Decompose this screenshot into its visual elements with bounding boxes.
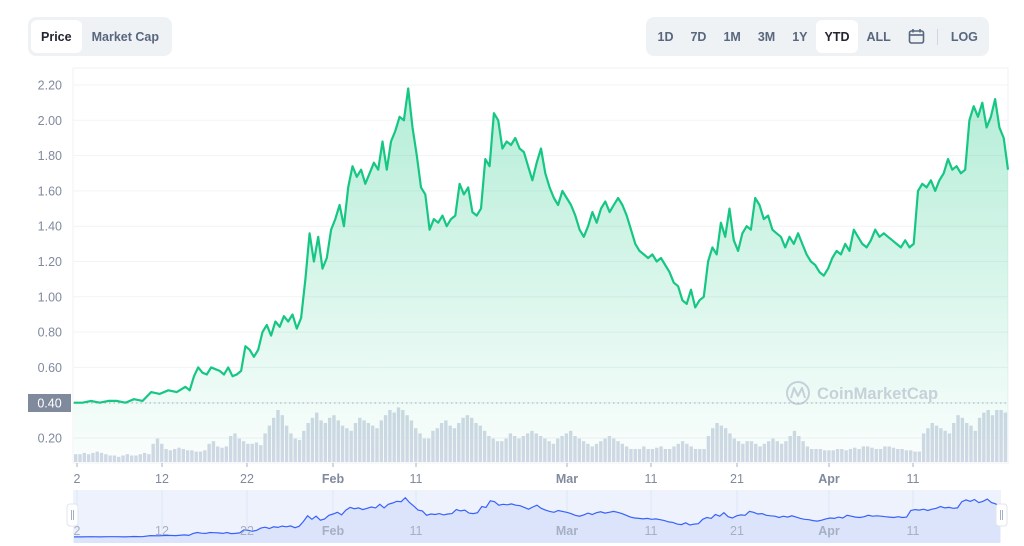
y-tick-label: 1.40 [38,220,62,234]
x-tick-label: 2 [74,472,81,486]
y-tick-label: 1.60 [38,184,62,198]
price-line [74,87,1010,404]
y-tick-label: 0.20 [38,432,62,446]
range-all-button[interactable]: ALL [866,29,891,44]
y-tick-label: 1.20 [38,255,62,269]
log-scale-button[interactable]: LOG [950,29,978,44]
x-axis: 2 12 22 Feb 11 Mar 11 21 Apr 11 [74,463,920,486]
x-tick-label: 21 [730,472,744,486]
navigator[interactable]: 2 12 22 Feb 11 Mar 11 21 Apr 11 [66,490,1008,543]
toolbar-divider [937,28,939,45]
x-tick-label: 12 [155,472,169,486]
y-tick-label: 1.80 [38,149,62,163]
x-tick-label: 11 [907,472,920,486]
navigator-tick-label: Feb [322,524,345,538]
range-7d-button[interactable]: 7D [690,29,707,44]
navigator-tick-label: 2 [74,524,81,538]
x-tick-label: 22 [240,472,254,486]
x-tick-label: 11 [645,472,658,486]
range-ytd-button[interactable]: YTD [816,20,859,53]
navigator-tick-label: 21 [730,524,744,538]
calendar-icon [908,29,925,44]
y-tick-label: 0.60 [38,361,62,375]
navigator-right-handle[interactable] [995,503,1008,527]
range-1m-button[interactable]: 1M [723,29,741,44]
x-tick-label: Apr [818,472,840,486]
watermark-text: CoinMarketCap [817,385,938,403]
y-axis-labels: 2.20 2.00 1.80 1.60 1.40 1.20 1.00 0.80 0.60 0.20 [38,79,62,446]
navigator-tick-label: Mar [556,524,578,538]
navigator-tick-label: 22 [240,524,254,538]
x-tick-label: Feb [322,472,345,486]
y-tick-label: 2.00 [38,114,62,128]
navigator-tick-label: Apr [818,524,840,538]
price-area [74,88,1008,462]
current-price-marker: 0.40 [28,394,71,412]
chart-type-toggle: Price Market Cap [28,17,172,56]
navigator-tick-label: 11 [410,524,423,538]
date-range-button[interactable] [899,20,933,53]
watermark: CoinMarketCap [786,381,938,405]
x-tick-label: 11 [410,472,423,486]
time-range-toggle: 1D 7D 1M 3M 1Y YTD ALL LOG [646,17,990,56]
tab-market-cap[interactable]: Market Cap [91,29,159,44]
range-1d-button[interactable]: 1D [657,29,674,44]
navigator-tick-label: 11 [645,524,658,538]
y-tick-label: 2.20 [38,79,62,93]
svg-text:0.40: 0.40 [37,397,61,411]
navigator-left-handle[interactable] [66,503,79,527]
navigator-tick-label: 12 [155,524,169,538]
range-3m-button[interactable]: 3M [757,29,776,44]
x-tick-label: Mar [556,472,578,486]
tab-price[interactable]: Price [31,20,82,53]
y-tick-label: 1.00 [38,290,62,304]
y-tick-label: 0.80 [38,326,62,340]
range-1y-button[interactable]: 1Y [792,29,808,44]
navigator-tick-label: 11 [907,524,920,538]
